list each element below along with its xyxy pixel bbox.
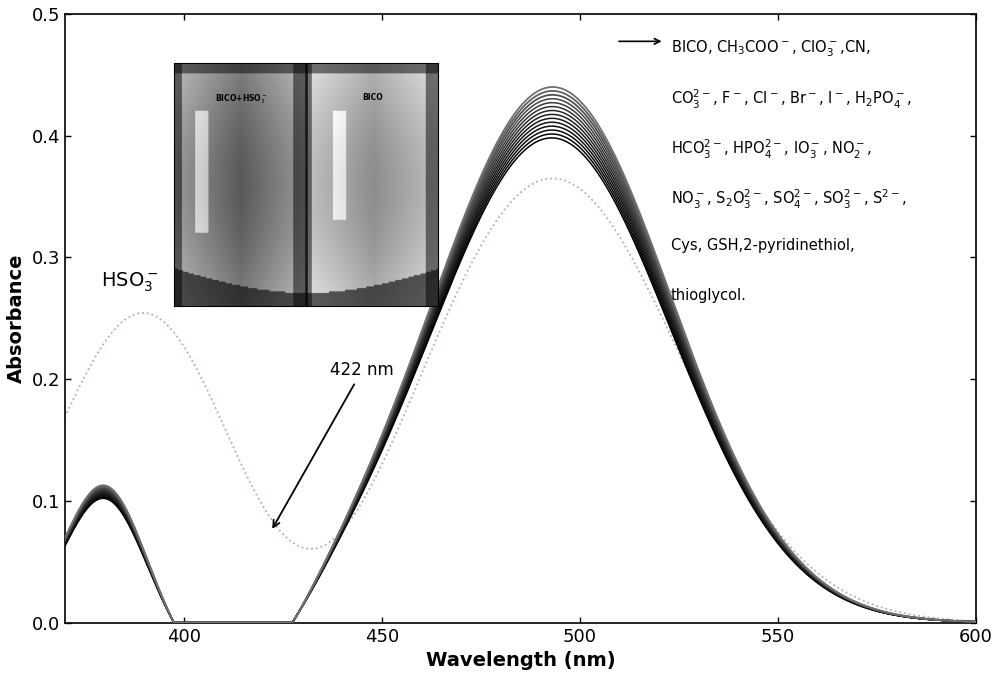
Text: Cys, GSH,2-pyridinethiol,: Cys, GSH,2-pyridinethiol,: [671, 238, 854, 253]
Text: HSO$_3^-$: HSO$_3^-$: [101, 270, 158, 294]
Y-axis label: Absorbance: Absorbance: [7, 254, 26, 383]
Text: BICO, CH$_3$COO$^-$, ClO$_3^-$,CN,: BICO, CH$_3$COO$^-$, ClO$_3^-$,CN,: [671, 39, 870, 59]
Text: CO$_3^{2-}$, F$^-$, Cl$^-$, Br$^-$, I$^-$, H$_2$PO$_4^-$,: CO$_3^{2-}$, F$^-$, Cl$^-$, Br$^-$, I$^-…: [671, 88, 911, 112]
Text: 422 nm: 422 nm: [273, 361, 394, 527]
X-axis label: Wavelength (nm): Wavelength (nm): [426, 651, 615, 670]
Text: HCO$_3^{2-}$, HPO$_4^{2-}$, IO$_3^-$, NO$_2^-$,: HCO$_3^{2-}$, HPO$_4^{2-}$, IO$_3^-$, NO…: [671, 138, 872, 161]
Text: thioglycol.: thioglycol.: [671, 288, 747, 303]
Text: NO$_3^-$, S$_2$O$_3^{2-}$, SO$_4^{2-}$, SO$_3^{2-}$, S$^{2-}$,: NO$_3^-$, S$_2$O$_3^{2-}$, SO$_4^{2-}$, …: [671, 188, 906, 211]
